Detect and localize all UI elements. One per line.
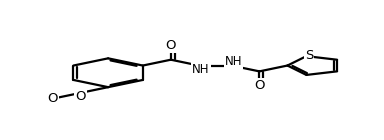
Text: NH: NH xyxy=(192,63,210,76)
Text: NH: NH xyxy=(225,55,242,68)
Text: S: S xyxy=(305,49,313,62)
Text: O: O xyxy=(48,92,58,105)
Text: O: O xyxy=(166,39,176,52)
Text: O: O xyxy=(254,79,265,92)
Text: O: O xyxy=(75,90,86,103)
